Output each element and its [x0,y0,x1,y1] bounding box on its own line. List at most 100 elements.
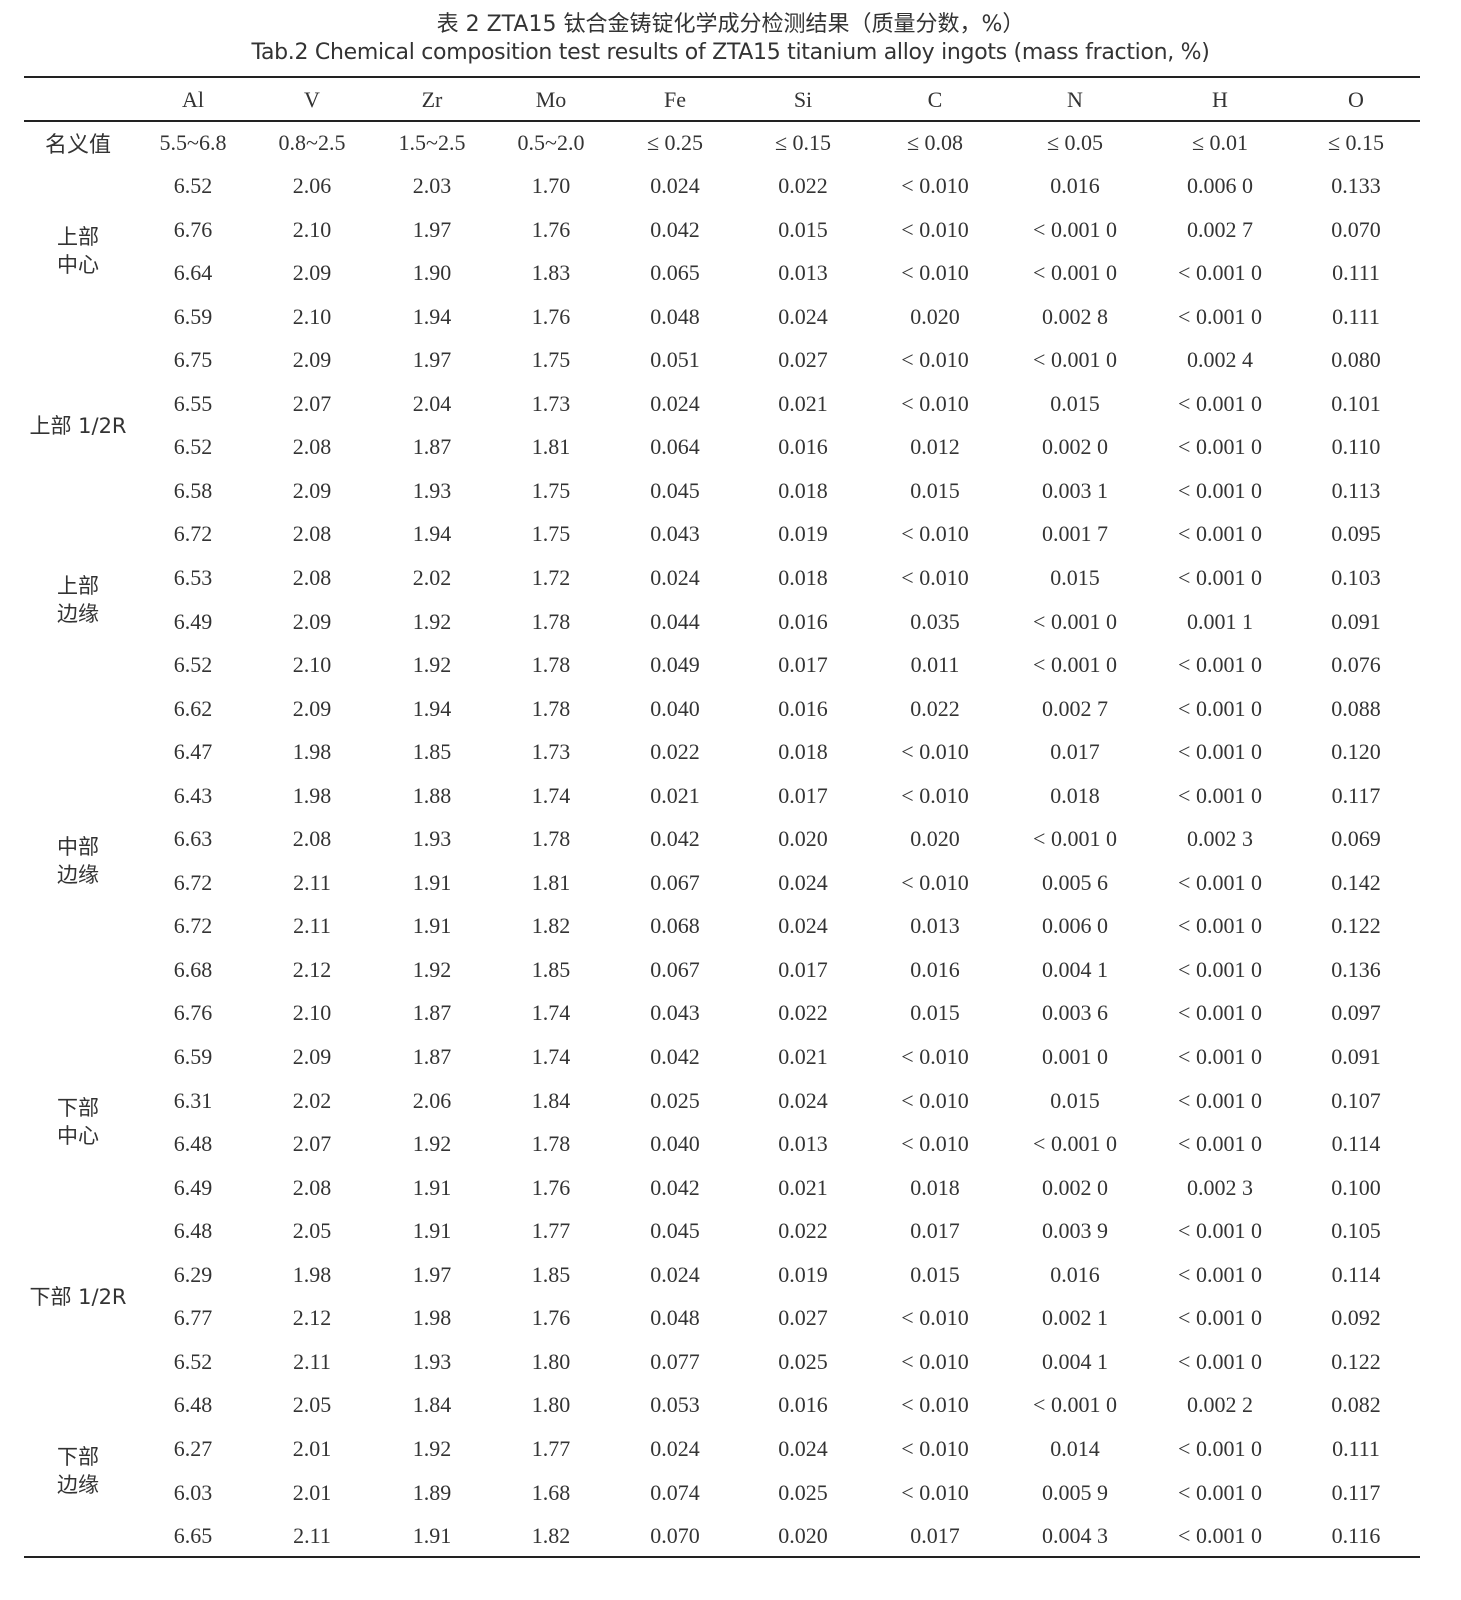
table-cell-c: 0.015 [910,1261,960,1287]
column-header-zr: Zr [421,87,443,112]
column-header-v: V [304,87,320,112]
table-cell-al: 6.62 [173,695,213,721]
table-cell-mo: 1.85 [531,956,571,982]
table-cell-al: 6.48 [173,1392,213,1418]
table-cell-n: 0.003 9 [1042,1218,1108,1244]
table-cell-o: 0.111 [1332,260,1380,286]
table-cell-si: 0.018 [778,477,828,503]
table-cell-v: 2.08 [292,826,332,852]
table-cell-o: 0.091 [1331,608,1381,634]
table-cell-v: 2.09 [292,1044,332,1069]
table-cell-fe: 0.022 [650,739,700,765]
group-label-line: 上部 [57,573,99,598]
table-cell-si: 0.020 [778,826,828,852]
table-cell-o: 0.133 [1331,173,1381,198]
table-cell-al: 6.48 [173,1218,213,1244]
nominal-value: ≤ 0.08 [906,130,964,155]
table-cell-zr: 1.97 [412,1261,452,1287]
table-cell-c: < 0.010 [901,521,969,547]
table-cell-v: 1.98 [292,782,332,808]
table-cell-al: 6.49 [173,1174,213,1200]
table-cell-o: 0.136 [1331,956,1381,982]
table-cell-c: < 0.010 [901,1131,969,1157]
table-cell-mo: 1.78 [531,608,571,634]
table-cell-v: 2.10 [292,652,332,678]
group-label-line: 下部 [57,1444,99,1469]
table-cell-al: 6.49 [173,608,213,634]
table-cell-o: 0.097 [1331,1000,1381,1026]
table-cell-c: < 0.010 [901,216,969,242]
table-cell-c: < 0.010 [901,1479,969,1505]
table-cell-al: 6.52 [173,173,213,198]
table-cell-mo: 1.68 [531,1479,571,1505]
table-cell-si: 0.016 [778,1392,828,1418]
table-cell-si: 0.013 [778,260,828,286]
table-cell-fe: 0.048 [650,1305,700,1331]
table-cell-c: < 0.010 [901,1348,969,1374]
table-cell-h: < 0.001 0 [1178,477,1262,503]
table-cell-c: 0.015 [910,477,960,503]
table-cell-si: 0.015 [778,216,828,242]
table-cell-v: 2.01 [292,1479,332,1505]
table-cell-al: 6.72 [173,913,213,939]
table-cell-o: 0.107 [1331,1087,1381,1113]
table-cell-o: 0.103 [1331,564,1381,590]
table-cell-al: 6.03 [173,1479,213,1505]
table-cell-c: < 0.010 [901,1087,969,1113]
table-cell-h: < 0.001 0 [1178,1479,1262,1505]
group-label-line: 边缘 [57,601,99,626]
table-cell-v: 2.02 [292,1087,332,1113]
table-cell-fe: 0.070 [650,1523,700,1549]
table-cell-mo: 1.81 [531,869,571,895]
table-cell-zr: 1.92 [412,1131,452,1157]
table-cell-h: < 0.001 0 [1178,521,1262,547]
table-cell-fe: 0.042 [650,1044,700,1069]
table-cell-mo: 1.80 [531,1348,571,1374]
table-cell-o: 0.082 [1331,1392,1381,1418]
table-cell-o: 0.116 [1331,1523,1381,1549]
nominal-value: 0.8~2.5 [278,130,346,155]
table-cell-mo: 1.81 [531,434,571,460]
nominal-value: 5.5~6.8 [159,130,227,155]
table-cell-al: 6.76 [173,1000,213,1026]
table-cell-al: 6.65 [173,1523,213,1549]
table-cell-zr: 1.97 [412,216,452,242]
table-cell-o: 0.111 [1332,1435,1380,1461]
table-cell-al: 6.29 [173,1261,213,1287]
table-cell-v: 2.08 [292,1174,332,1200]
group-label: 上部 中心 [57,223,99,279]
table-cell-h: < 0.001 0 [1178,1435,1262,1461]
table-cell-mo: 1.72 [531,564,571,590]
table-cell-h: < 0.001 0 [1178,782,1262,808]
table-cell-mo: 1.70 [531,173,571,198]
table-cell-mo: 1.76 [531,216,571,242]
table-cell-mo: 1.75 [531,521,571,547]
table-cell-n: 0.002 7 [1042,695,1108,721]
table-cell-c: < 0.010 [901,173,969,198]
table-cell-n: 0.015 [1050,390,1100,416]
table-cell-si: 0.017 [778,782,828,808]
table-cell-zr: 1.90 [412,260,452,286]
table-cell-mo: 1.74 [531,1044,571,1069]
table-cell-zr: 1.89 [412,1479,452,1505]
table-cell-fe: 0.065 [650,260,700,286]
table-cell-n: 0.001 0 [1042,1044,1108,1069]
table-cell-fe: 0.040 [650,695,700,721]
table-cell-v: 2.06 [292,173,332,198]
table-cell-mo: 1.76 [531,303,571,329]
table-cell-n: < 0.001 0 [1033,216,1117,242]
table-cell-v: 2.07 [292,390,332,416]
table-cell-c: 0.018 [910,1174,960,1200]
table-cell-v: 2.09 [292,695,332,721]
table-cell-fe: 0.067 [650,956,700,982]
table-cell-mo: 1.84 [531,1087,571,1113]
table-cell-n: < 0.001 0 [1033,652,1117,678]
nominal-label: 名义值 [44,133,112,158]
table-cell-v: 2.12 [292,956,332,982]
table-cell-al: 6.43 [173,782,213,808]
table-cell-v: 2.11 [293,1348,331,1374]
table-cell-mo: 1.76 [531,1305,571,1331]
table-cell-al: 6.75 [173,347,213,373]
table-cell-h: < 0.001 0 [1178,1044,1262,1069]
table-cell-c: 0.017 [910,1523,960,1549]
